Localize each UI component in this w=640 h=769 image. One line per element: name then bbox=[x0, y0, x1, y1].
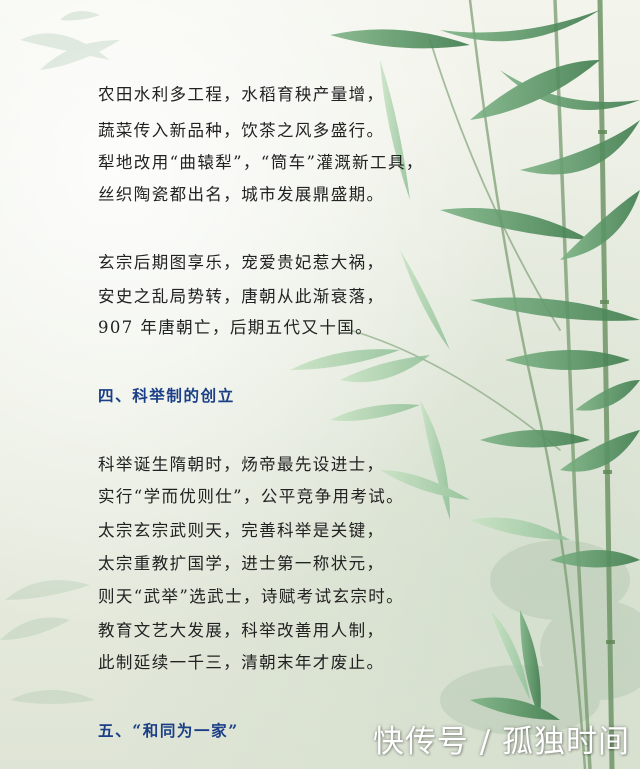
poem-line: 太宗重教扩国学，进士第一称状元， bbox=[98, 554, 385, 573]
poem-line: 丝织陶瓷都出名，城市发展鼎盛期。 bbox=[98, 185, 385, 204]
poem-line: 安史之乱局势转，唐朝从此渐衰落， bbox=[98, 287, 385, 306]
watermark-text: 快传号 / 孤独时间 bbox=[372, 724, 630, 760]
poem-line: 教育文艺大发展，科举改善用人制， bbox=[98, 621, 385, 640]
poem-line: 蔬菜传入新品种，饮茶之风多盛行。 bbox=[98, 121, 385, 140]
poem-line: 科举诞生隋朝时，炀帝最先设进士， bbox=[98, 455, 385, 474]
poem-line: 农田水利多工程，水稻育秧产量增， bbox=[98, 85, 385, 104]
poem-line: 此制延续一千三，清朝末年才废止。 bbox=[98, 653, 385, 672]
section-heading: 五、“和同为一家” bbox=[98, 721, 239, 740]
poem-line: 犁地改用“曲辕犁”，“筒车”灌溉新工具， bbox=[98, 153, 424, 172]
poem-line: 玄宗后期图享乐，宠爱贵妃惹大祸， bbox=[98, 253, 385, 272]
poem-line: 907 年唐朝亡，后期五代又十国。 bbox=[98, 318, 374, 337]
poem-line: 实行“学而优则仕”，公平竞争用考试。 bbox=[98, 487, 405, 506]
poem-line: 太宗玄宗武则天，完善科举是关键， bbox=[98, 521, 385, 540]
section-heading: 四、科举制的创立 bbox=[98, 386, 235, 405]
poem-line: 则天“武举”选武士，诗赋考试玄宗时。 bbox=[98, 587, 405, 606]
